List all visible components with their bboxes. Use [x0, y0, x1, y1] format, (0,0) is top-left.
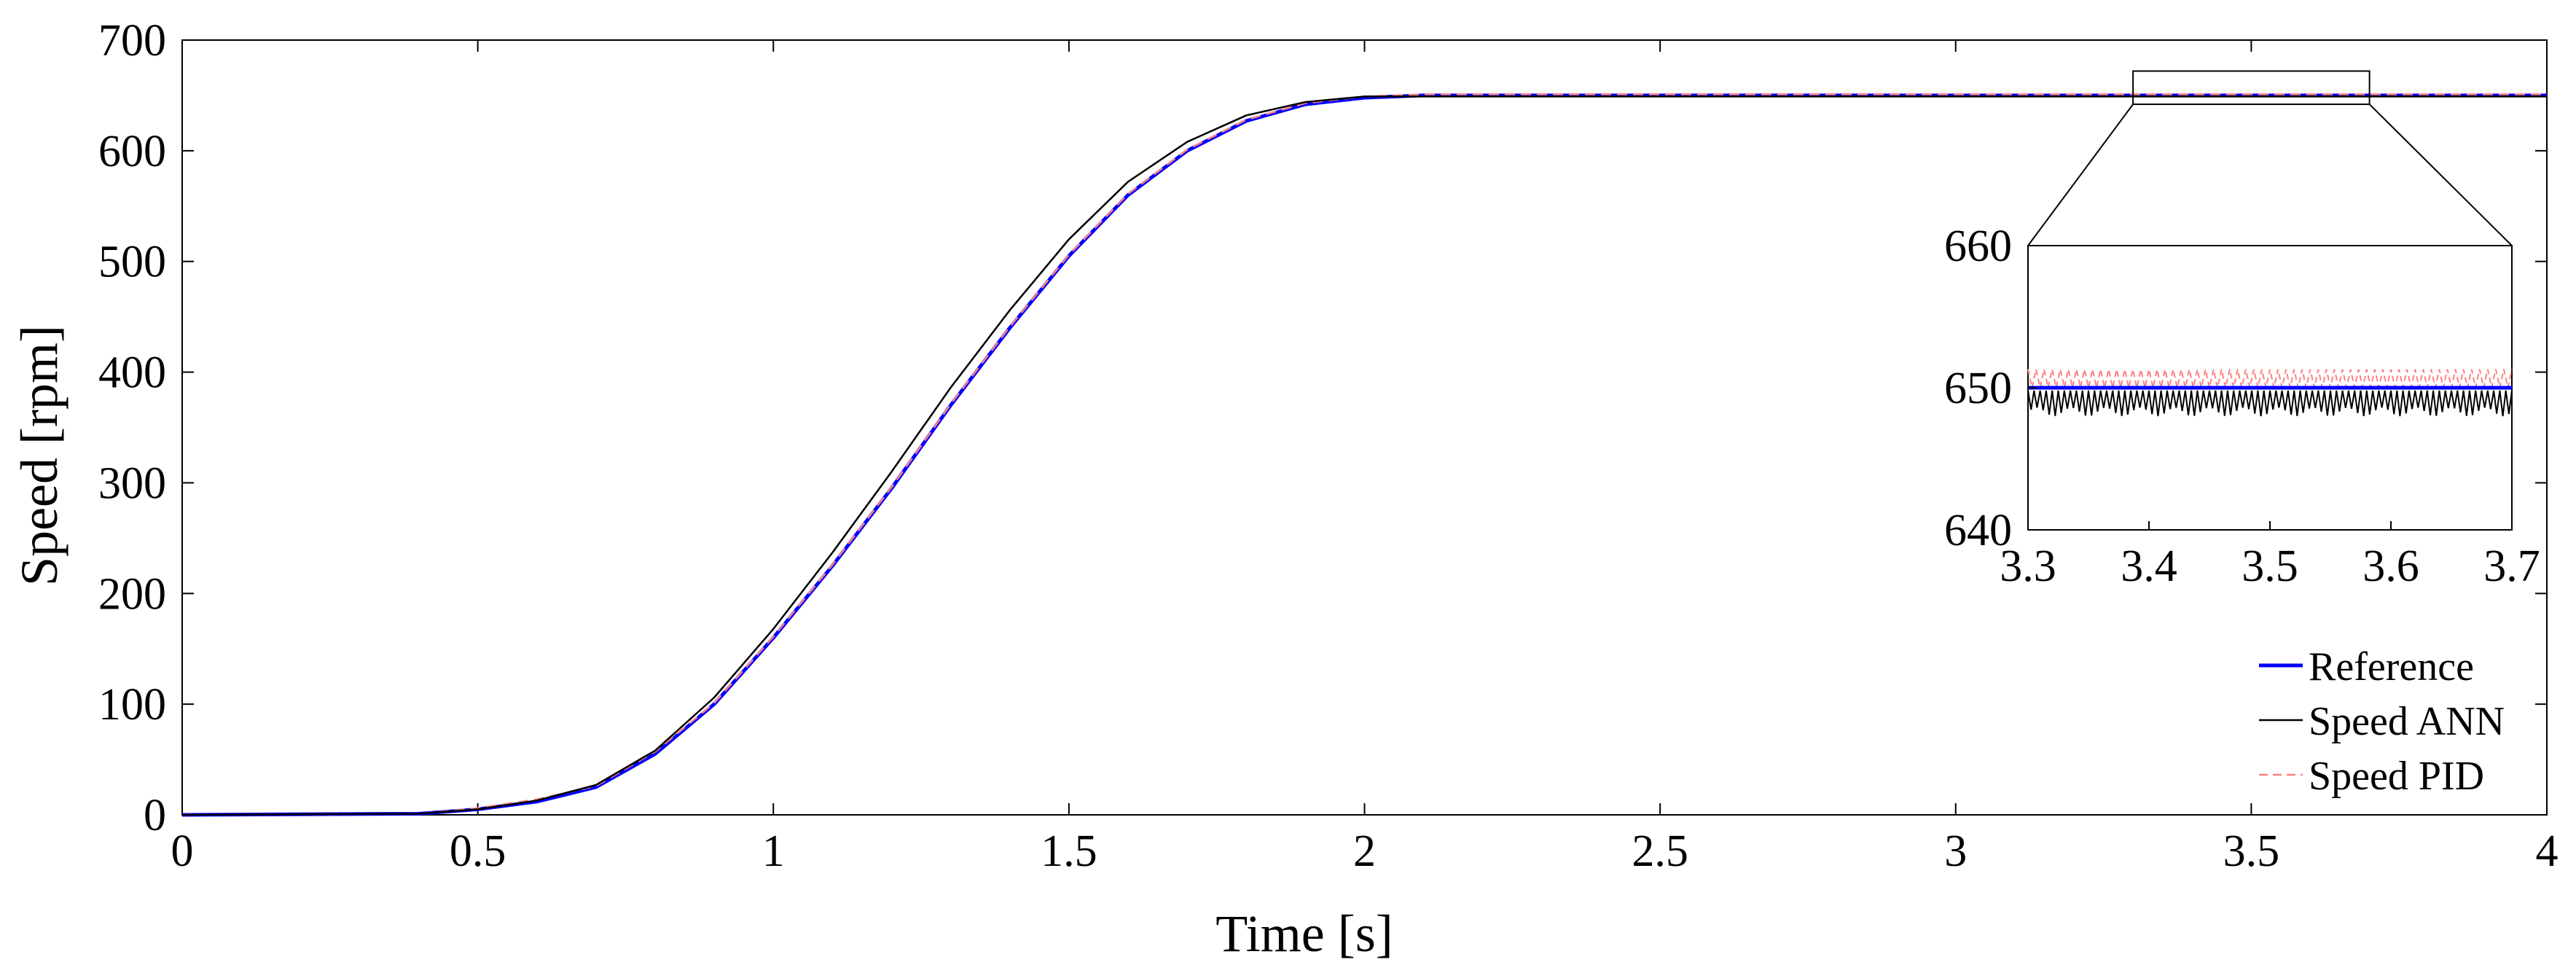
inset-plot: 3.3 3.4 3.5 3.6 3.7 640 650 660 — [1944, 222, 2540, 591]
x-tick-label: 3.5 — [2223, 827, 2280, 876]
series-line-speed-ann — [181, 95, 2547, 816]
zoom-connector-right — [2368, 103, 2513, 246]
x-tick-label: 2 — [1353, 827, 1376, 876]
inset-x-tick-label: 3.6 — [2362, 542, 2419, 591]
y-tick-label: 500 — [98, 238, 166, 287]
y-tick-label: 200 — [98, 569, 166, 619]
inset-series-speed-pid — [2027, 369, 2513, 388]
x-tick-label: 4 — [2536, 827, 2559, 876]
series-line-reference — [181, 93, 2547, 817]
inset-x-tick-label: 3.4 — [2121, 542, 2177, 591]
y-tick-label: 700 — [98, 16, 166, 66]
x-tick-label: 0.5 — [450, 827, 506, 876]
zoom-connector-left — [2027, 103, 2134, 246]
inset-y-tick-label: 650 — [1944, 364, 2012, 413]
legend: Reference Speed ANN Speed PID — [2259, 644, 2505, 799]
inset-x-tick-label: 3.7 — [2483, 542, 2540, 591]
x-axis-title: Time [s] — [1215, 904, 1393, 963]
y-tick-label: 600 — [98, 127, 166, 176]
y-tick-label: 100 — [98, 680, 166, 730]
zoom-rectangle — [2132, 70, 2371, 106]
zoom-indicator — [2027, 70, 2513, 246]
x-tick-label: 1 — [762, 827, 785, 876]
legend-label-reference: Reference — [2309, 644, 2474, 689]
inset-y-tick-label: 660 — [1944, 222, 2012, 271]
legend-label-speed-pid: Speed PID — [2309, 754, 2484, 799]
x-tick-label: 3 — [1944, 827, 1967, 876]
legend-label-speed-ann: Speed ANN — [2309, 699, 2505, 744]
inset-series-speed-ann — [2027, 390, 2513, 417]
inset-x-tick-label: 3.3 — [2000, 542, 2056, 591]
main-plot-area: 0 0.5 1 1.5 2 2.5 3 3.5 4 0 100 200 300 400 500 600 700 — [98, 16, 2559, 876]
x-tick-label: 1.5 — [1041, 827, 1097, 876]
y-tick-label: 400 — [98, 348, 166, 398]
y-tick-label: 300 — [98, 458, 166, 508]
y-tick-label: 0 — [144, 791, 166, 840]
x-tick-label: 0 — [171, 827, 194, 876]
inset-x-tick-label: 3.5 — [2242, 542, 2298, 591]
y-axis-title: Speed [rpm] — [10, 325, 68, 586]
inset-y-tick-label: 640 — [1944, 506, 2012, 555]
x-tick-label: 2.5 — [1632, 827, 1688, 876]
